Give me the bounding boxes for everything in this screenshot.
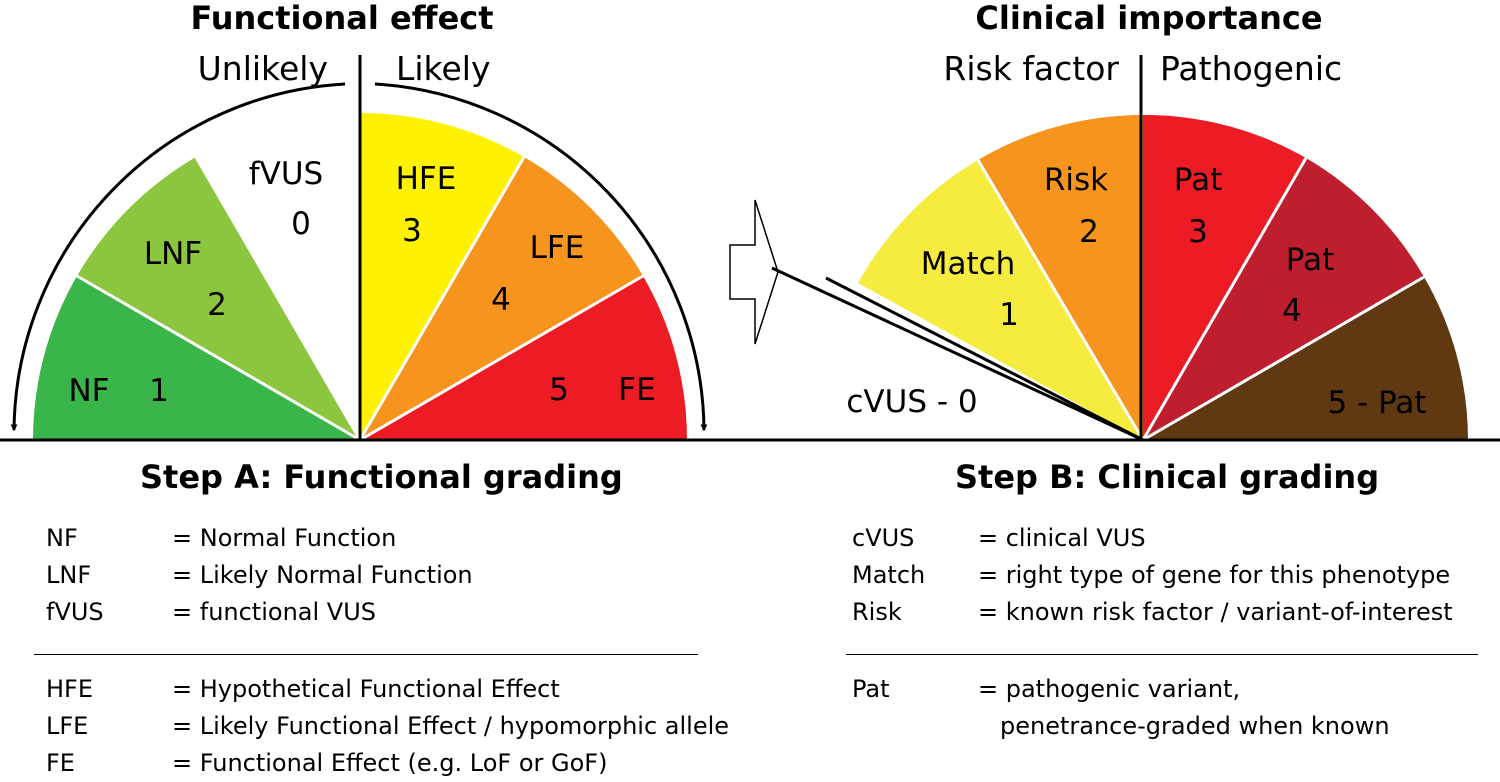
legend-desc: = right type of gene for this phenotype	[978, 561, 1451, 589]
legend-row: Match = right type of gene for this phen…	[852, 557, 1492, 594]
fe-label: FE	[618, 372, 655, 408]
pat3-number: 3	[1188, 214, 1208, 250]
step-b-legend-group2: Pat = pathogenic variant, penetrance-gra…	[852, 671, 1492, 745]
legend-row: penetrance-graded when known	[852, 708, 1492, 745]
match-label: Match	[921, 246, 1016, 282]
legend-row: HFE = Hypothetical Functional Effect	[46, 671, 766, 708]
likely-arrow	[374, 82, 708, 432]
lnf-label: LNF	[144, 236, 202, 272]
legend-desc: = functional VUS	[172, 598, 376, 626]
pat4-number: 4	[1282, 293, 1302, 329]
cvus-line-lower	[825, 276, 1144, 442]
risk-label: Risk	[1044, 162, 1108, 198]
segment-fe	[360, 276, 688, 440]
legend-desc: = Normal Function	[172, 524, 397, 552]
likely-label: Likely	[396, 49, 491, 88]
legend-row: NF = Normal Function	[46, 520, 706, 557]
segment-fvus	[196, 112, 360, 440]
legend-abbr: Pat	[852, 675, 890, 703]
fvus-number: 0	[291, 206, 311, 242]
legend-row: Pat = pathogenic variant,	[852, 671, 1492, 708]
segment-pat-4	[1143, 158, 1424, 440]
functional-effect-title: Functional effect	[190, 0, 493, 37]
segment-lnf	[77, 157, 360, 440]
legend-row: Risk = known risk factor / variant-of-in…	[852, 594, 1492, 631]
legend-desc: = Hypothetical Functional Effect	[172, 675, 560, 703]
legend-desc-continued: penetrance-graded when known	[1000, 712, 1390, 740]
legend-abbr: FE	[46, 749, 75, 777]
legend-abbr: LNF	[46, 561, 92, 589]
hfe-number: 3	[402, 213, 422, 249]
pat3-label: Pat	[1174, 162, 1222, 198]
unlikely-label: Unlikely	[198, 49, 328, 88]
segment-risk	[978, 115, 1143, 440]
legend-abbr: Risk	[852, 598, 902, 626]
step-a-divider	[34, 654, 698, 655]
legend-abbr: LFE	[46, 712, 89, 740]
step-a-legend-group1: NF = Normal Function LNF = Likely Normal…	[46, 520, 706, 631]
legend-abbr: fVUS	[46, 598, 104, 626]
fe-number: 5	[549, 372, 569, 408]
lnf-number: 2	[207, 287, 227, 323]
lfe-label: LFE	[530, 230, 585, 266]
functional-gauge	[32, 112, 688, 442]
legend-row: fVUS = functional VUS	[46, 594, 706, 631]
legend-desc: = Functional Effect (e.g. LoF or GoF)	[172, 749, 608, 777]
match-number: 1	[999, 297, 1019, 333]
legend-desc: = pathogenic variant,	[978, 675, 1241, 703]
risk-number: 2	[1079, 214, 1099, 250]
legend-desc: = clinical VUS	[978, 524, 1146, 552]
nf-label: NF	[68, 373, 109, 409]
legend-abbr: HFE	[46, 675, 94, 703]
segment-pat-3	[1143, 114, 1306, 440]
step-b-legend-group1: cVUS = clinical VUS Match = right type o…	[852, 520, 1492, 631]
unlikely-arrow	[10, 82, 346, 432]
legend-abbr: Match	[852, 561, 926, 589]
legend-desc: = Likely Functional Effect / hypomorphic…	[172, 712, 730, 740]
legend-row: LNF = Likely Normal Function	[46, 557, 706, 594]
legend-row: LFE = Likely Functional Effect / hypomor…	[46, 708, 766, 745]
legend-row: cVUS = clinical VUS	[852, 520, 1492, 557]
legend-row: FE = Functional Effect (e.g. LoF or GoF)	[46, 745, 766, 782]
pathogenic-label: Pathogenic	[1160, 49, 1342, 88]
segment-pat-5	[1143, 277, 1468, 440]
step-b-title: Step B: Clinical grading	[955, 458, 1380, 496]
segment-match	[858, 160, 1143, 440]
segment-hfe	[360, 112, 524, 441]
legend-desc: = Likely Normal Function	[172, 561, 473, 589]
cvus-label: cVUS - 0	[846, 384, 977, 420]
cvus-line-upper	[771, 266, 1144, 442]
segment-nf	[32, 276, 361, 440]
risk-factor-label: Risk factor	[943, 49, 1119, 88]
segment-lfe	[360, 157, 643, 440]
step-a-legend-group2: HFE = Hypothetical Functional Effect LFE…	[46, 671, 766, 782]
pat5-label: 5 - Pat	[1327, 385, 1426, 421]
legend-abbr: cVUS	[852, 524, 915, 552]
step-b-divider	[846, 654, 1478, 655]
pat4-label: Pat	[1286, 242, 1334, 278]
transition-arrow	[729, 199, 779, 345]
step-a-title: Step A: Functional grading	[140, 458, 623, 496]
lfe-number: 4	[491, 282, 511, 318]
clinical-gauge	[858, 114, 1468, 442]
legend-desc: = known risk factor / variant-of-interes…	[978, 598, 1453, 626]
clinical-importance-title: Clinical importance	[975, 0, 1322, 37]
nf-number: 1	[149, 373, 169, 409]
fvus-label: fVUS	[249, 156, 324, 192]
hfe-label: HFE	[396, 161, 457, 197]
legend-abbr: NF	[46, 524, 78, 552]
